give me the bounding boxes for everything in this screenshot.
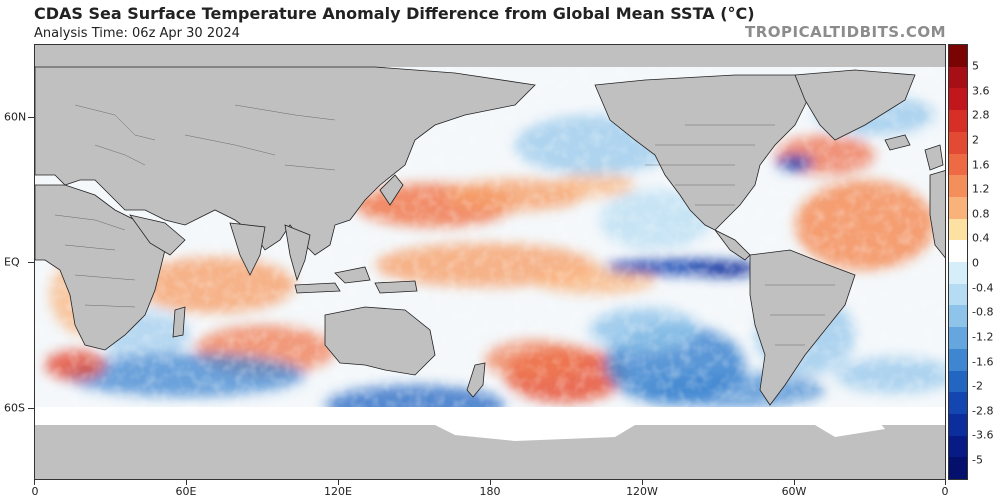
colorbar-label: -1.2: [972, 330, 994, 344]
colorbar-swatch: [949, 392, 967, 414]
colorbar-swatch: [949, 262, 967, 284]
colorbar-swatch: [949, 457, 967, 480]
colorbar-swatch: [949, 218, 967, 241]
colorbar-label: -0.4: [972, 281, 994, 295]
colorbar-swatch: [949, 305, 967, 328]
colorbar-label: -2: [972, 379, 983, 393]
colorbar-swatch: [949, 88, 967, 111]
lon-tick-120w: [642, 480, 643, 485]
colorbar-label: -2.8: [972, 404, 994, 418]
colorbar-swatch: [949, 153, 967, 176]
ssta-map: [34, 44, 946, 480]
analysis-time: Analysis Time: 06z Apr 30 2024: [34, 26, 240, 41]
colorbar-swatch: [949, 413, 967, 436]
lon-tick-120e: [338, 480, 339, 485]
colorbar-swatch: [949, 370, 967, 393]
colorbar-label: -3.6: [972, 428, 994, 442]
colorbar-swatch: [949, 110, 967, 132]
colorbar-swatch: [949, 240, 967, 263]
colorbar-label: 2: [972, 133, 979, 147]
site-credit: TROPICALTIDBITS.COM: [745, 23, 946, 41]
colorbar-swatch: [949, 435, 967, 458]
colorbar-swatch: [949, 283, 967, 306]
arctic-strip: [35, 45, 945, 67]
lon-tick-180: [490, 480, 491, 485]
colorbar: [948, 44, 968, 480]
lon-label-0: 0: [31, 485, 39, 498]
lon-label-180: 180: [479, 485, 501, 498]
land: [35, 66, 945, 406]
lon-label-60e: 60E: [175, 485, 197, 498]
colorbar-swatch: [949, 348, 967, 371]
colorbar-label: 3.6: [972, 84, 990, 98]
lat-tick-60s: [28, 408, 34, 409]
colorbar-label: -1.6: [972, 355, 994, 368]
ssta-map-svg: [35, 45, 945, 479]
lon-tick-60w: [794, 480, 795, 485]
lat-label-60n: 60N: [4, 110, 27, 124]
lon-label-120e: 120E: [324, 485, 352, 498]
colorbar-label: 0.4: [972, 231, 990, 245]
colorbar-swatch: [949, 66, 967, 89]
colorbar-label: 5: [972, 59, 979, 73]
colorbar-swatch: [949, 45, 967, 67]
colorbar-swatch: [949, 131, 967, 154]
lat-label-eq: EQ: [4, 255, 20, 269]
antarctica-ice-shelf: [435, 417, 635, 441]
lon-tick-0: [34, 480, 35, 485]
lon-tick-0-east: [945, 480, 946, 485]
colorbar-swatch: [949, 196, 967, 219]
colorbar-label: 0: [972, 256, 979, 270]
antarctic-ice: [35, 407, 945, 425]
lon-label-60w: 60W: [781, 485, 807, 498]
colorbar-label: 1.2: [972, 182, 990, 196]
weddell-ice: [815, 414, 885, 437]
colorbar-label: -5: [972, 453, 983, 467]
colorbar-label: 2.8: [972, 108, 990, 122]
lon-label-0-east: 0: [941, 485, 949, 498]
lat-label-60s: 60S: [4, 401, 25, 415]
antarctica: [35, 425, 945, 479]
colorbar-label: -0.8: [972, 305, 994, 319]
lon-label-120w: 120W: [626, 485, 658, 498]
colorbar-swatch: [949, 327, 967, 349]
lat-tick-60n: [28, 117, 34, 118]
colorbar-label: 1.6: [972, 158, 990, 171]
borders: [54, 104, 835, 346]
colorbar-label: 0.8: [972, 207, 990, 221]
colorbar-swatch: [949, 175, 967, 197]
page-title: CDAS Sea Surface Temperature Anomaly Dif…: [34, 4, 755, 23]
lat-tick-eq: [28, 262, 34, 263]
lon-tick-60e: [186, 480, 187, 485]
